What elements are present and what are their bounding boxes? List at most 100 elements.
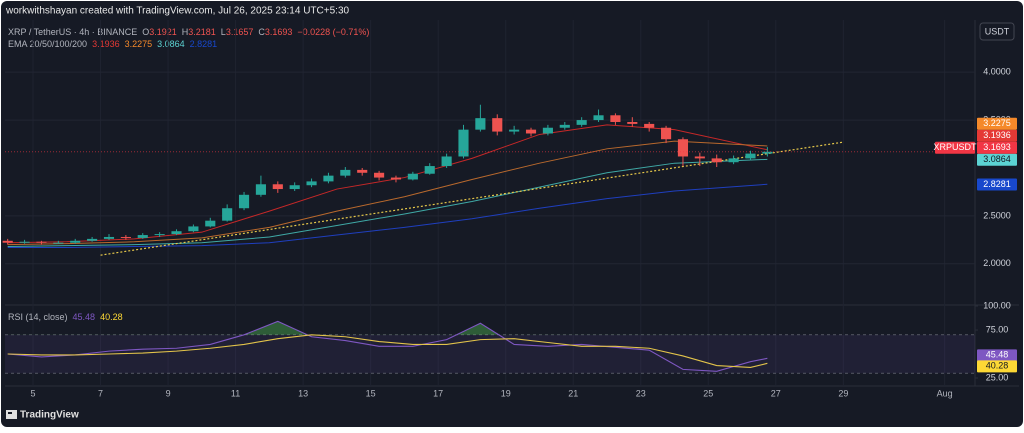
candle-body: [559, 124, 570, 128]
candle-body: [340, 169, 351, 176]
price-badge-label: 3.1936: [983, 130, 1011, 140]
candle-body: [255, 184, 266, 195]
x-tick-label: 23: [636, 388, 646, 398]
candle-body: [677, 139, 689, 157]
candle-body: [357, 169, 368, 173]
candle-body: [390, 177, 402, 180]
currency[interactable]: USDT: [985, 26, 1010, 36]
candle-body: [222, 208, 233, 221]
candle-body: [205, 220, 216, 227]
candle-body: [87, 238, 98, 241]
rsi-legend: RSI (14, close) 45.48 40.28: [8, 312, 123, 322]
ema-value: 2.8281: [190, 39, 218, 49]
y-tick-label: 2.5000: [983, 210, 1011, 220]
rsi-badge-label: 40.28: [986, 361, 1009, 371]
candle-body: [53, 242, 64, 244]
candle-body: [306, 181, 317, 186]
candle-body: [154, 234, 165, 236]
x-tick-label: 27: [771, 388, 781, 398]
rsi-title: RSI (14, close): [8, 312, 68, 322]
header: workwithshayan created with TradingView.…: [5, 6, 350, 17]
candle-body: [407, 173, 418, 180]
ohlc-key: C: [258, 27, 265, 37]
ohlc-key: O: [142, 27, 149, 37]
candle-body: [593, 115, 604, 121]
symbol-badge: [935, 141, 975, 154]
x-tick-label: 21: [568, 388, 578, 398]
legend-symbol: XRP / TetherUS · 4h · BINANCE O3.1921 H3.2…: [8, 27, 369, 37]
currency-button[interactable]: [979, 22, 1015, 41]
ohlc-value: 3.1657: [226, 27, 254, 37]
rsi-badge: [977, 360, 1017, 373]
x-tick-label: 19: [501, 388, 511, 398]
candle-body: [661, 127, 672, 140]
ohlc-key: L: [221, 27, 226, 37]
rsi-legend-value: 40.28: [100, 312, 123, 322]
candle-body: [289, 185, 300, 190]
candle-body: [576, 120, 587, 125]
candle-body: [458, 129, 469, 157]
ema-title: EMA 20/50/100/200: [8, 39, 87, 49]
candle-body: [188, 226, 199, 232]
candle-body: [238, 194, 250, 209]
symbol: XRP / TetherUS · 4h · BINANCE: [8, 27, 137, 37]
x-tick-label: 17: [433, 388, 443, 398]
ema-value: 3.1936: [92, 39, 120, 49]
candle-body: [424, 166, 435, 174]
rsi-line: [7, 334, 768, 368]
x-tick-label: 25: [703, 388, 713, 398]
price-badge-label: 3.0864: [983, 154, 1011, 164]
ohlc-value: 3.1921: [149, 27, 177, 37]
change: −0.0228 (−0.71%): [297, 27, 369, 37]
overbought-fill: [244, 321, 499, 335]
ema-line: [7, 158, 768, 248]
candle-body: [762, 151, 773, 154]
ema-value: 3.2275: [125, 39, 153, 49]
candle-body: [120, 236, 131, 238]
candle-body: [711, 158, 722, 163]
rsi-badge-label: 45.48: [986, 350, 1009, 360]
candle-body: [70, 240, 81, 243]
candle-body: [272, 184, 283, 190]
candle-body: [627, 121, 638, 124]
candle-body: [728, 158, 739, 163]
symbol-label: XRPUSDT: [933, 142, 977, 152]
candle-body: [509, 129, 520, 132]
candle-body: [745, 153, 756, 159]
rsi-badge: [977, 349, 1017, 362]
candle-body: [610, 115, 621, 122]
candle-body: [542, 127, 553, 134]
legend-ema: EMA 20/50/100/200 3.1936 3.2275 3.0864 2.828…: [8, 39, 217, 49]
x-tick-label: 11: [231, 388, 240, 398]
y-tick-label: 4.0000: [983, 67, 1011, 77]
ema-line: [7, 124, 768, 244]
rsi-tick-label: 100.00: [983, 300, 1011, 310]
rsi-line: [7, 320, 768, 372]
x-tick-label: 9: [166, 388, 171, 398]
rsi-tick-label: 75.00: [986, 324, 1009, 334]
candle-body: [137, 235, 148, 238]
price-badge-label: 2.8281: [983, 179, 1011, 189]
candle-body: [36, 241, 47, 243]
price-badge: [977, 129, 1017, 142]
y-tick-label: 2.0000: [983, 258, 1011, 268]
trendline: [100, 141, 844, 256]
x-tick-label: 13: [298, 388, 308, 398]
price-badge-label: 3.1693: [983, 142, 1011, 152]
footer: TradingView: [20, 410, 79, 421]
ohlc-value: 3.2181: [188, 27, 216, 37]
price-badge: [977, 153, 1017, 166]
logo: [6, 410, 17, 419]
candle-body: [19, 241, 30, 243]
candle-body: [644, 123, 655, 128]
candle-body: [492, 118, 503, 132]
candle-body: [103, 236, 115, 239]
candle-body: [323, 175, 334, 182]
ema-line: [7, 140, 768, 246]
rsi-tick-label: 25.00: [986, 372, 1009, 382]
ema-value: 3.0864: [157, 39, 185, 49]
x-tick-label: 29: [838, 388, 848, 398]
x-tick-label: 5: [31, 388, 36, 398]
